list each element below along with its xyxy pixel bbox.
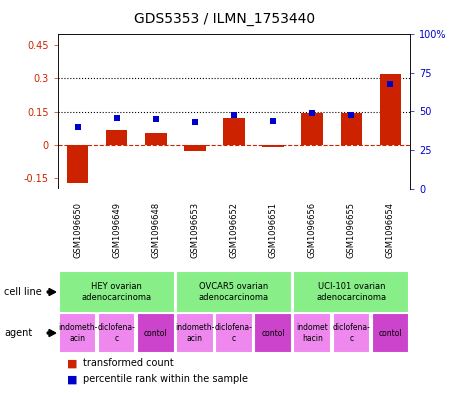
- Bar: [341, 113, 362, 145]
- Bar: [215, 313, 253, 353]
- Bar: [106, 130, 127, 145]
- Text: OVCAR5 ovarian
adenocarcinoma: OVCAR5 ovarian adenocarcinoma: [199, 282, 269, 302]
- Text: GDS5353 / ILMN_1753440: GDS5353 / ILMN_1753440: [135, 12, 315, 26]
- Bar: [176, 272, 292, 312]
- Text: contol: contol: [378, 329, 402, 338]
- Text: contol: contol: [261, 329, 285, 338]
- Text: ■: ■: [67, 374, 77, 384]
- Text: cell line: cell line: [4, 287, 42, 297]
- Text: GSM1096650: GSM1096650: [73, 202, 82, 258]
- Bar: [59, 272, 175, 312]
- Point: [113, 114, 120, 121]
- Text: indometh-
acin: indometh- acin: [175, 323, 215, 343]
- Text: GSM1096649: GSM1096649: [112, 202, 121, 258]
- Bar: [372, 313, 409, 353]
- Bar: [137, 313, 175, 353]
- Bar: [176, 313, 214, 353]
- Text: GSM1096648: GSM1096648: [151, 202, 160, 258]
- Text: GSM1096656: GSM1096656: [308, 202, 317, 258]
- Bar: [293, 272, 409, 312]
- Text: GSM1096651: GSM1096651: [269, 202, 278, 258]
- Bar: [293, 313, 331, 353]
- Text: indometh-
acin: indometh- acin: [58, 323, 97, 343]
- Point: [387, 81, 394, 87]
- Bar: [145, 132, 166, 145]
- Bar: [67, 145, 88, 184]
- Bar: [262, 145, 284, 147]
- Text: HEY ovarian
adenocarcinoma: HEY ovarian adenocarcinoma: [81, 282, 152, 302]
- Point: [270, 118, 277, 124]
- Point: [348, 112, 355, 118]
- Text: contol: contol: [144, 329, 167, 338]
- Bar: [223, 118, 245, 145]
- Text: indomet
hacin: indomet hacin: [297, 323, 328, 343]
- Bar: [333, 313, 370, 353]
- Text: diclofena-
c: diclofena- c: [98, 323, 135, 343]
- Text: percentile rank within the sample: percentile rank within the sample: [83, 374, 248, 384]
- Text: transformed count: transformed count: [83, 358, 174, 369]
- Bar: [254, 313, 292, 353]
- Bar: [59, 313, 96, 353]
- Point: [230, 112, 238, 118]
- Point: [152, 116, 159, 122]
- Text: ■: ■: [67, 358, 77, 369]
- Text: UCI-101 ovarian
adenocarcinoma: UCI-101 ovarian adenocarcinoma: [316, 282, 387, 302]
- Text: GSM1096655: GSM1096655: [347, 202, 356, 258]
- Text: GSM1096654: GSM1096654: [386, 202, 395, 258]
- Point: [191, 119, 198, 125]
- Text: diclofena-
c: diclofena- c: [215, 323, 253, 343]
- Bar: [98, 313, 135, 353]
- Bar: [302, 113, 323, 145]
- Bar: [184, 145, 206, 151]
- Text: agent: agent: [4, 328, 33, 338]
- Text: GSM1096652: GSM1096652: [230, 202, 238, 258]
- Text: diclofena-
c: diclofena- c: [333, 323, 370, 343]
- Text: GSM1096653: GSM1096653: [190, 202, 199, 258]
- Point: [309, 110, 316, 116]
- Bar: [380, 74, 401, 145]
- Point: [74, 124, 81, 130]
